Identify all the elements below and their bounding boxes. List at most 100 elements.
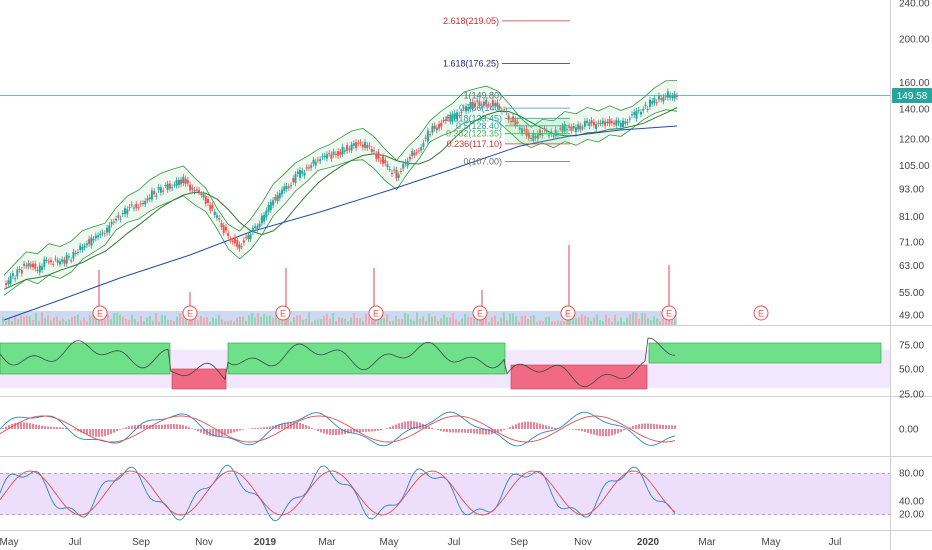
candle-body	[574, 127, 577, 132]
candle-body	[613, 122, 616, 125]
candle-body	[97, 235, 100, 238]
volume-bar	[236, 317, 238, 325]
candle-body	[348, 148, 351, 150]
candle-body	[204, 196, 207, 204]
candle-body	[554, 129, 557, 137]
fib-level-label: 2.618(219.05)	[443, 16, 499, 26]
macd-histogram-bar	[659, 424, 661, 429]
candle-body	[249, 234, 252, 240]
macd-histogram-bar	[656, 424, 658, 429]
candle-body	[50, 260, 52, 263]
volume-bar	[113, 313, 115, 325]
volume-bar	[545, 317, 547, 325]
candle-body	[545, 130, 548, 132]
macd-histogram-bar	[410, 421, 412, 429]
volume-bar	[293, 317, 295, 325]
volume-bar	[560, 320, 562, 325]
macd-histogram-bar	[611, 429, 613, 436]
candle-body	[5, 283, 8, 285]
volume-bar	[92, 312, 94, 325]
fib-level-label: 0.5(128.40)	[456, 121, 502, 131]
macd-histogram-bar	[473, 429, 475, 434]
macd-histogram-bar	[470, 429, 472, 434]
time-axis[interactable]: May Jul Sep Nov 2019 Mar May Jul Sep Nov 2020 Mar Ma…	[0, 537, 841, 548]
candle-body	[350, 144, 353, 151]
candle-body	[168, 183, 171, 189]
candle-body	[438, 124, 441, 129]
macd-histogram-bar	[299, 422, 301, 429]
candle-body	[386, 164, 389, 167]
volume-spike	[668, 265, 670, 325]
candles	[5, 88, 678, 289]
volume-bar	[671, 315, 673, 325]
candle-body	[303, 172, 306, 176]
volume-bar	[539, 320, 541, 325]
candle-body	[483, 101, 485, 106]
macd-histogram-bar	[92, 429, 94, 437]
volume-bar	[623, 321, 625, 325]
macd-histogram-bar	[215, 429, 217, 437]
volume-bar	[383, 318, 385, 325]
candle-body	[88, 239, 91, 244]
volume-bar	[266, 316, 268, 325]
price-axis-tick: 81.00	[899, 212, 924, 223]
volume-bar	[239, 316, 241, 325]
candle-body	[195, 189, 198, 191]
volume-bar	[479, 316, 481, 325]
candle-body	[561, 126, 564, 132]
volume-bar	[380, 313, 382, 325]
macd-histogram-bar	[17, 422, 19, 429]
volume-bar	[359, 318, 361, 325]
macd-histogram-bar	[185, 426, 187, 429]
candle-body	[209, 205, 212, 211]
macd-histogram-bar	[461, 429, 463, 433]
volume-bar	[452, 313, 454, 325]
candle-body	[231, 240, 234, 242]
macd-histogram-bar	[623, 429, 625, 431]
candle-body	[110, 222, 113, 225]
candle-body	[142, 203, 144, 204]
macd-histogram-bar	[50, 426, 52, 429]
macd-histogram-bar	[155, 425, 157, 429]
candle-body	[550, 131, 553, 134]
price-axis[interactable]: 240.00 200.00 160.00 140.00 120.00 105.00 93.0…	[899, 0, 930, 322]
macd-histogram-bar	[326, 429, 328, 435]
candle-body	[420, 147, 423, 151]
macd-histogram-bar	[521, 422, 523, 429]
candle-body	[406, 160, 409, 166]
candle-body	[247, 234, 250, 239]
volume-bar	[110, 319, 112, 325]
volume-bar	[626, 317, 628, 325]
volume-bar	[251, 312, 253, 325]
macd-histogram-bar	[95, 429, 97, 437]
candle-body	[265, 210, 268, 218]
volume-bar	[632, 312, 634, 325]
candle-body	[669, 94, 672, 98]
volume-bar	[320, 318, 322, 325]
candle-body	[14, 278, 17, 280]
candle-body	[456, 112, 458, 120]
candle-body	[559, 128, 562, 130]
candle-body	[56, 260, 59, 263]
volume-spike	[98, 270, 100, 325]
macd-histogram-bar	[320, 429, 322, 433]
candle-body	[316, 159, 319, 161]
candle-body	[162, 190, 165, 192]
candle-body	[85, 243, 88, 246]
candle-body	[128, 207, 131, 209]
candle-body	[117, 215, 120, 218]
macd-histogram-bar	[188, 427, 190, 429]
volume-bar	[521, 315, 523, 325]
volume-bar	[518, 321, 520, 325]
macd-histogram-bar	[2, 428, 4, 429]
candle-body	[433, 125, 436, 129]
volume-bar	[83, 317, 85, 325]
candle-body	[27, 263, 30, 267]
macd-histogram-bar	[524, 421, 526, 429]
volume-bar	[614, 314, 616, 325]
volume-bar	[425, 320, 427, 325]
volume-bar	[230, 320, 232, 325]
candle-body	[83, 245, 86, 248]
